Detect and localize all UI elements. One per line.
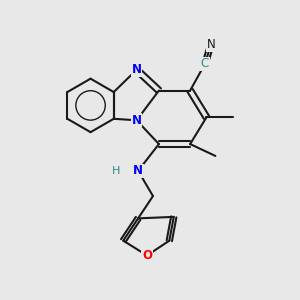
Text: N: N [132,63,142,76]
Text: N: N [207,38,215,51]
Text: N: N [132,114,142,127]
Text: O: O [142,249,152,262]
Text: N: N [133,164,143,177]
Text: C: C [201,57,209,70]
Text: H: H [112,166,120,176]
